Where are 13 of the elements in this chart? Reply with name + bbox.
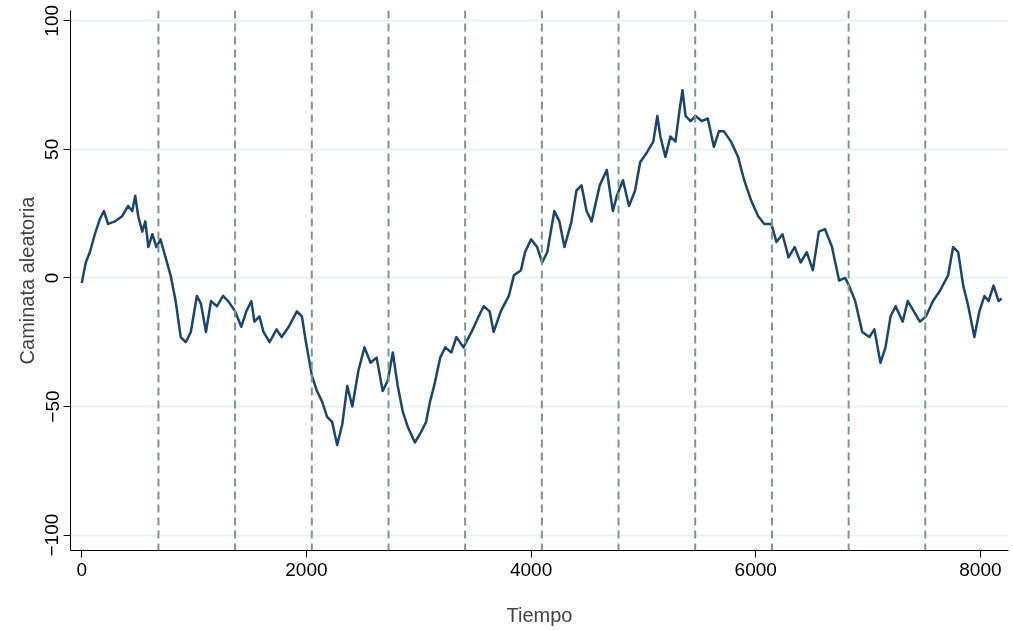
y-tick-label: 0 (41, 272, 63, 284)
line-series (80, 88, 1003, 447)
x-tick-label: 0 (76, 558, 88, 580)
x-axis-title: Tiempo (506, 603, 573, 626)
y-tick-label: 100 (41, 4, 63, 37)
x-tick-label: 6000 (734, 558, 777, 580)
x-tick-label: 8000 (959, 558, 1002, 580)
y-axis-title: Caminata aleatoria (15, 195, 38, 365)
x-tick-label: 4000 (509, 558, 553, 580)
x-tick-label: 2000 (285, 558, 328, 580)
y-tick-label: −50 (41, 390, 63, 423)
y-tick-label: −100 (41, 513, 63, 557)
y-tick-label: 50 (41, 138, 63, 160)
